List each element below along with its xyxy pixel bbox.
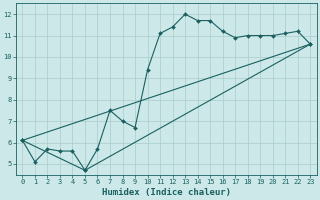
X-axis label: Humidex (Indice chaleur): Humidex (Indice chaleur) (102, 188, 231, 197)
